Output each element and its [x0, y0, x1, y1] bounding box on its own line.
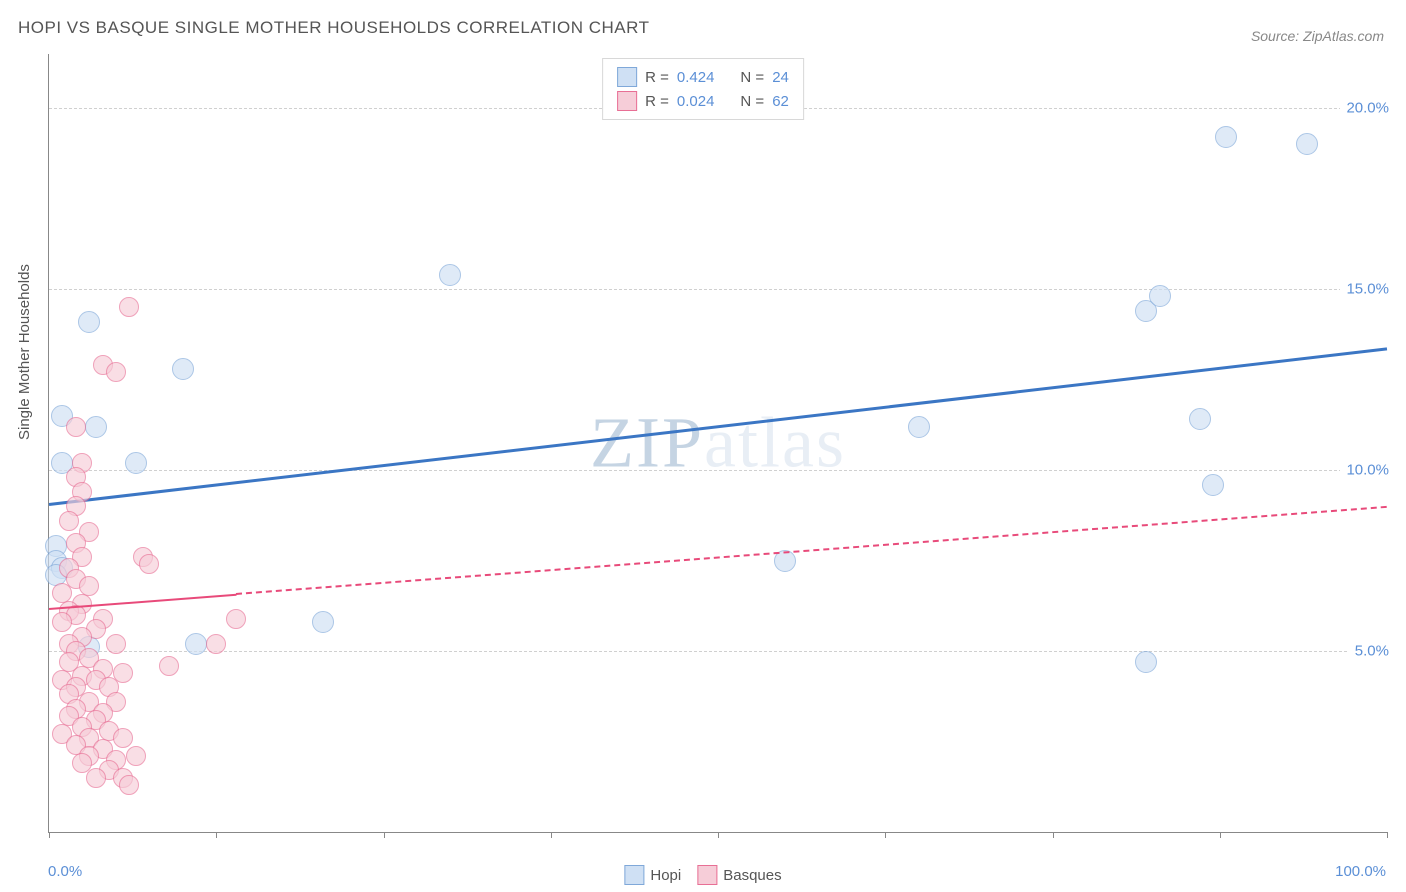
legend-series-item: Basques — [697, 865, 781, 885]
x-tick — [1220, 832, 1221, 838]
x-axis-min-label: 0.0% — [48, 863, 82, 880]
scatter-point — [1149, 285, 1171, 307]
legend-n-value: 24 — [772, 69, 789, 86]
scatter-point — [172, 358, 194, 380]
x-tick — [885, 832, 886, 838]
legend-stats-row: R = 0.424 N = 24 — [617, 65, 789, 89]
legend-r-value: 0.424 — [677, 69, 715, 86]
scatter-point — [119, 297, 139, 317]
scatter-point — [106, 634, 126, 654]
x-tick — [384, 832, 385, 838]
legend-series: Hopi Basques — [624, 865, 781, 885]
legend-stats-row: R = 0.024 N = 62 — [617, 89, 789, 113]
y-tick-label: 15.0% — [1340, 281, 1389, 298]
scatter-point — [119, 775, 139, 795]
legend-r-label: R = — [645, 93, 669, 110]
scatter-point — [312, 611, 334, 633]
x-tick — [1387, 832, 1388, 838]
gridline — [49, 289, 1387, 290]
legend-n-label: N = — [740, 93, 764, 110]
scatter-point — [85, 416, 107, 438]
scatter-point — [52, 612, 72, 632]
scatter-point — [1202, 474, 1224, 496]
legend-stats: R = 0.424 N = 24 R = 0.024 N = 62 — [602, 58, 804, 120]
scatter-point — [126, 746, 146, 766]
trend-line-dashed — [236, 506, 1387, 595]
scatter-point — [125, 452, 147, 474]
scatter-point — [78, 311, 100, 333]
scatter-point — [439, 264, 461, 286]
x-tick — [718, 832, 719, 838]
source-label: Source: ZipAtlas.com — [1251, 28, 1384, 44]
scatter-point — [59, 511, 79, 531]
legend-series-item: Hopi — [624, 865, 681, 885]
gridline — [49, 651, 1387, 652]
legend-n-value: 62 — [772, 93, 789, 110]
scatter-point — [159, 656, 179, 676]
x-axis-max-label: 100.0% — [1335, 863, 1386, 880]
scatter-point — [226, 609, 246, 629]
x-tick — [216, 832, 217, 838]
y-tick-label: 10.0% — [1340, 462, 1389, 479]
legend-n-label: N = — [740, 69, 764, 86]
x-tick — [1053, 832, 1054, 838]
scatter-point — [52, 583, 72, 603]
scatter-point — [86, 768, 106, 788]
scatter-point — [185, 633, 207, 655]
legend-swatch — [697, 865, 717, 885]
y-tick-label: 5.0% — [1349, 643, 1389, 660]
legend-swatch — [617, 91, 637, 111]
y-tick-label: 20.0% — [1340, 100, 1389, 117]
scatter-point — [139, 554, 159, 574]
scatter-point — [1215, 126, 1237, 148]
scatter-point — [1189, 408, 1211, 430]
scatter-point — [113, 728, 133, 748]
trend-line — [49, 347, 1387, 506]
legend-series-label: Hopi — [650, 867, 681, 884]
legend-r-label: R = — [645, 69, 669, 86]
x-tick — [551, 832, 552, 838]
gridline — [49, 470, 1387, 471]
x-tick — [49, 832, 50, 838]
scatter-chart: ZIPatlas 5.0%10.0%15.0%20.0% — [48, 54, 1387, 833]
scatter-point — [908, 416, 930, 438]
legend-series-label: Basques — [723, 867, 781, 884]
scatter-point — [1135, 651, 1157, 673]
legend-r-value: 0.024 — [677, 93, 715, 110]
legend-swatch — [624, 865, 644, 885]
chart-title: HOPI VS BASQUE SINGLE MOTHER HOUSEHOLDS … — [18, 18, 649, 38]
scatter-point — [79, 576, 99, 596]
y-axis-title: Single Mother Households — [16, 264, 33, 440]
scatter-point — [106, 362, 126, 382]
scatter-point — [66, 417, 86, 437]
scatter-point — [206, 634, 226, 654]
scatter-point — [1296, 133, 1318, 155]
legend-swatch — [617, 67, 637, 87]
